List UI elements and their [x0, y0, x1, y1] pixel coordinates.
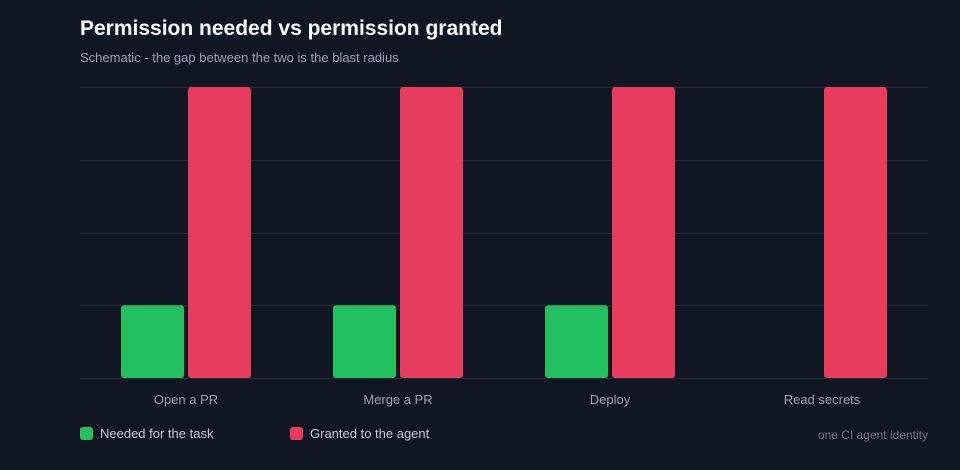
- bars: [121, 87, 887, 378]
- category-label: Merge a PR: [363, 392, 432, 407]
- footnote: one CI agent identity: [817, 428, 928, 442]
- bar-needed-open-a-pr: [121, 305, 184, 378]
- legend-label-granted: Granted to the agent: [310, 426, 430, 441]
- chart-title: Permission needed vs permission granted: [80, 17, 503, 40]
- bar-needed-deploy: [545, 305, 608, 378]
- legend-label-needed: Needed for the task: [100, 426, 214, 441]
- legend-swatch-granted: [290, 427, 303, 440]
- category-labels: Open a PR Merge a PR Deploy Read secrets: [154, 392, 861, 407]
- bar-needed-merge-a-pr: [333, 305, 396, 378]
- legend-item-needed: Needed for the task: [80, 426, 290, 441]
- bar-granted-deploy: [612, 87, 675, 378]
- category-label: Deploy: [590, 392, 631, 407]
- legend: Needed for the task Granted to the agent: [80, 426, 500, 441]
- bar-granted-merge-a-pr: [400, 87, 463, 378]
- category-label: Read secrets: [784, 392, 861, 407]
- bar-granted-read-secrets: [824, 87, 887, 378]
- chart-subtitle: Schematic - the gap between the two is t…: [80, 50, 399, 65]
- bar-granted-open-a-pr: [188, 87, 251, 378]
- legend-item-granted: Granted to the agent: [290, 426, 500, 441]
- category-label: Open a PR: [154, 392, 218, 407]
- legend-swatch-needed: [80, 427, 93, 440]
